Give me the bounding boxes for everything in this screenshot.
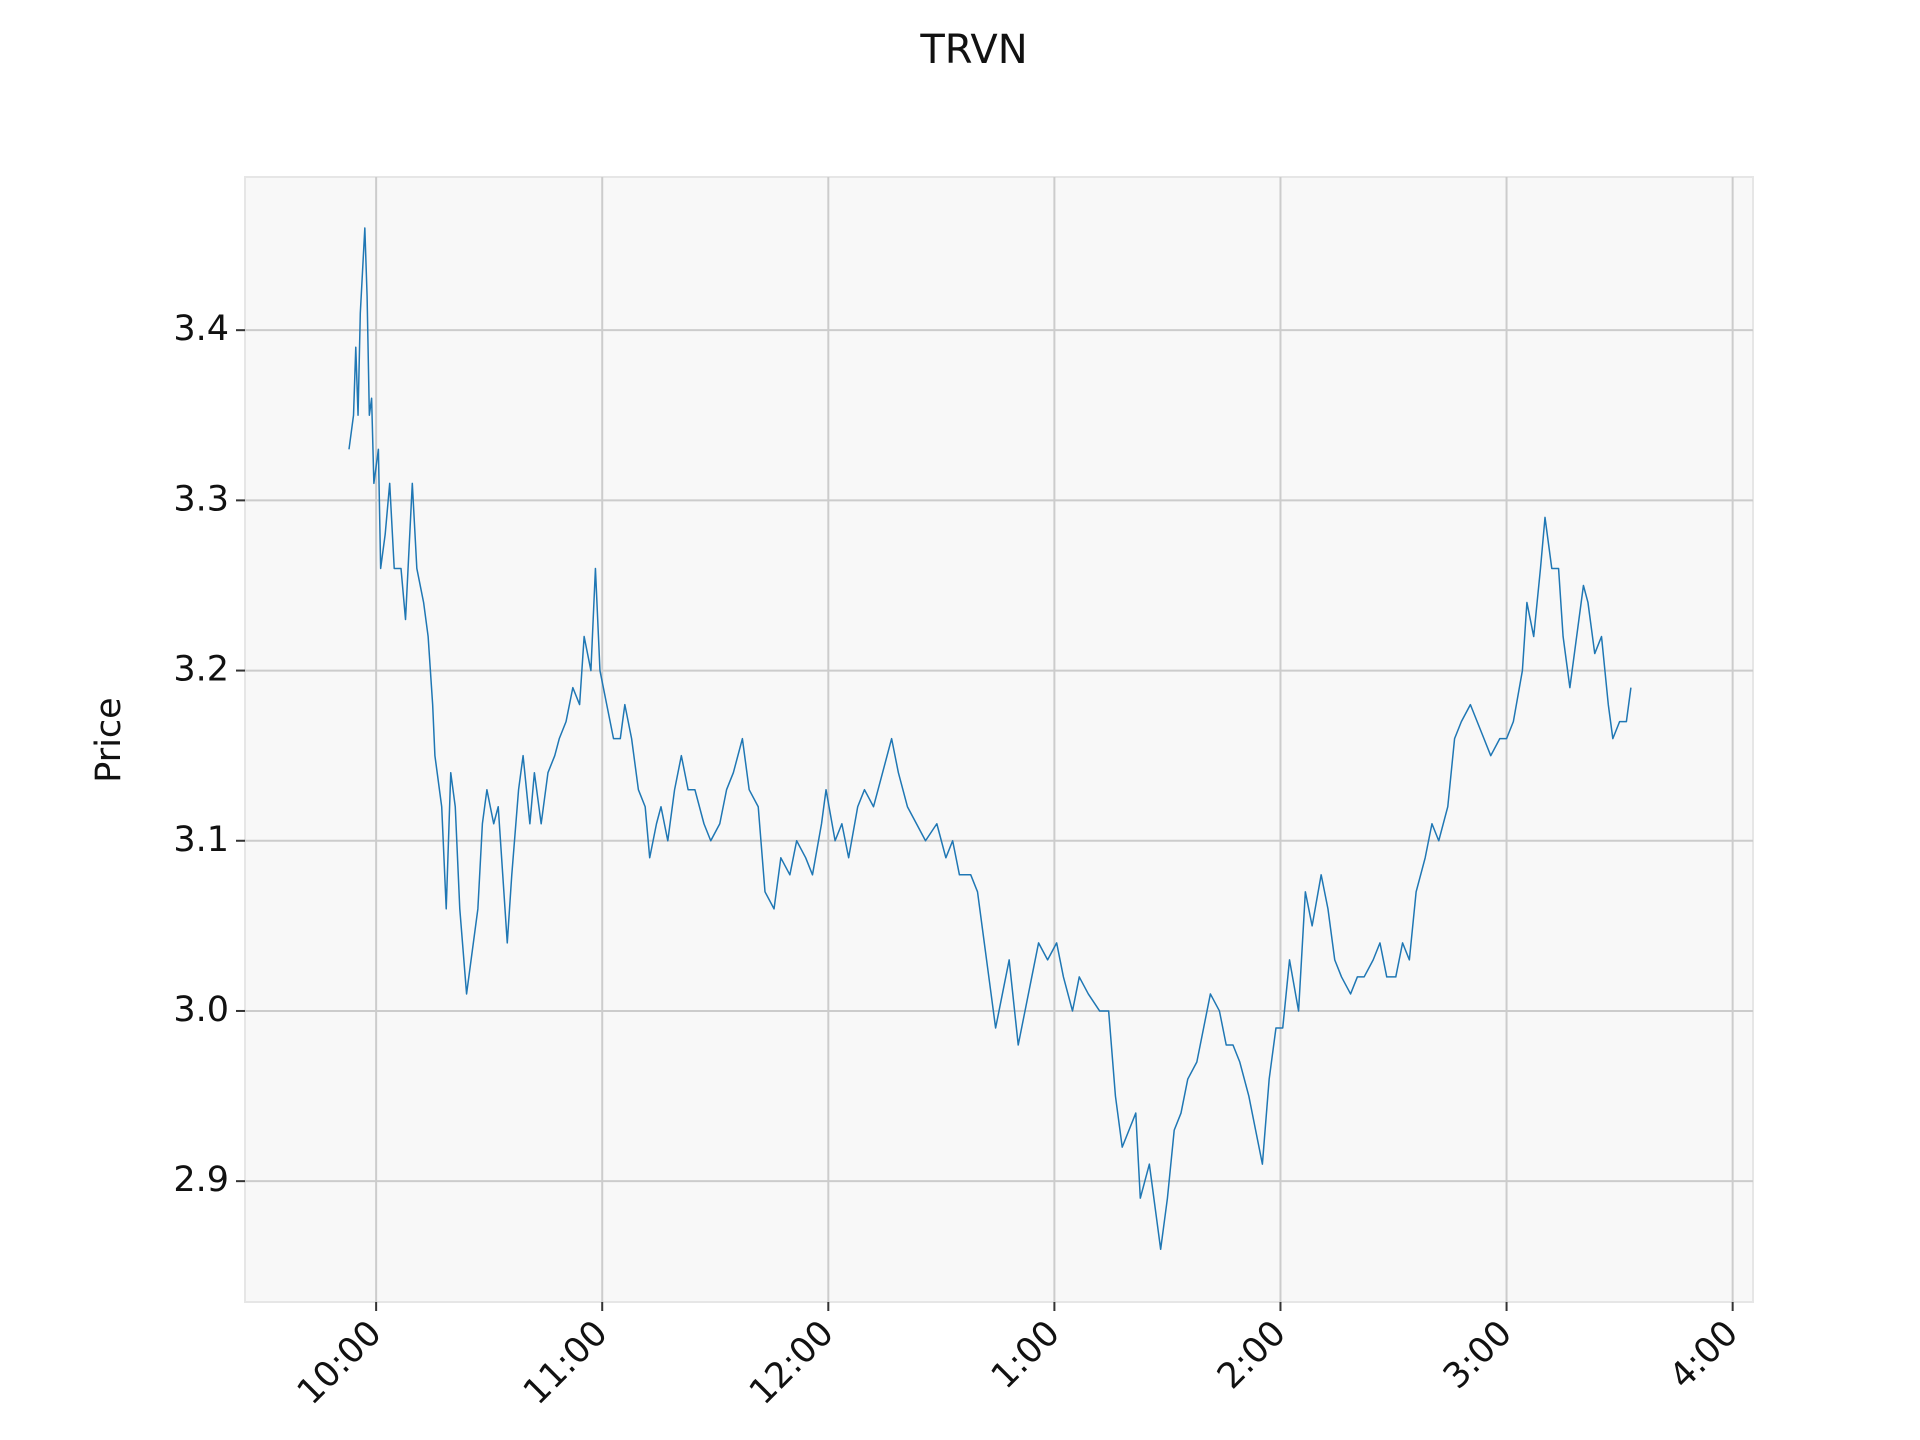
y-tick-label: 3.2 xyxy=(173,650,229,690)
x-tick-label: 11:00 xyxy=(516,1313,616,1413)
x-tick-label: 2:00 xyxy=(1210,1313,1294,1397)
x-tick-label: 1:00 xyxy=(984,1313,1068,1397)
x-tick-label: 12:00 xyxy=(742,1313,842,1413)
chart-title: TRVN xyxy=(919,27,1027,73)
plot-area xyxy=(244,176,1754,1303)
y-tick-label: 2.9 xyxy=(173,1160,229,1200)
y-tick-label: 3.3 xyxy=(173,479,229,519)
y-tick-label: 3.4 xyxy=(173,309,229,349)
y-tick-label: 3.1 xyxy=(173,820,229,860)
x-tick-label: 3:00 xyxy=(1436,1313,1520,1397)
price-line xyxy=(348,227,1632,1250)
x-tick-label: 10:00 xyxy=(290,1313,390,1413)
y-tick-label: 3.0 xyxy=(173,990,229,1030)
x-tick-label: 4:00 xyxy=(1662,1313,1746,1397)
y-axis-label: Price xyxy=(89,697,129,782)
